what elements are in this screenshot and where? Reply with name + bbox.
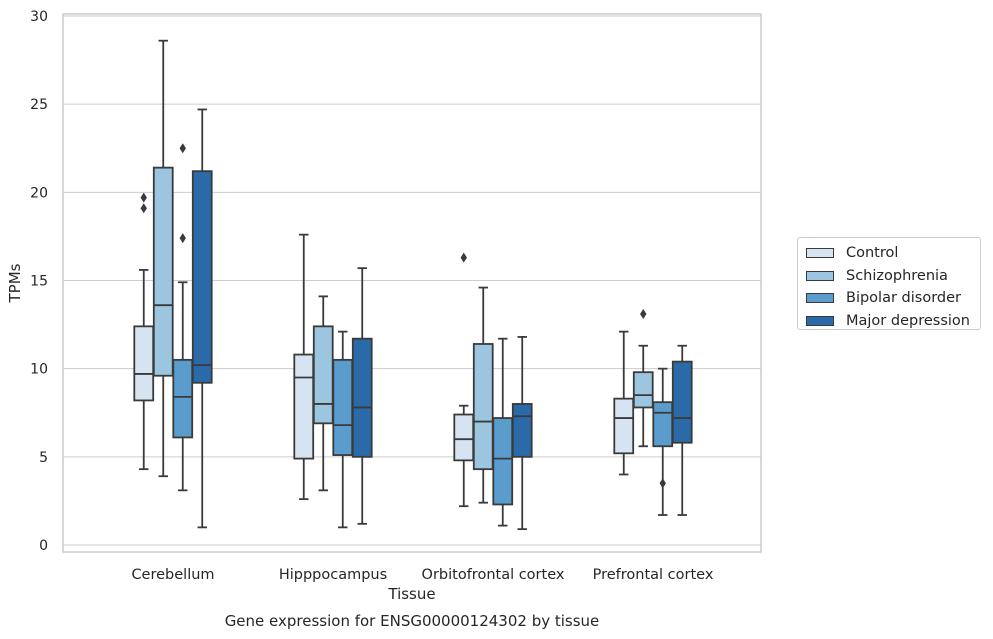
y-tick-label-20: 20 xyxy=(30,185,48,201)
outlier-point xyxy=(140,192,147,203)
outlier-point xyxy=(179,233,186,244)
box-major-depression-cerebellum xyxy=(191,108,213,529)
legend-swatch-control xyxy=(806,248,834,259)
y-tick-label-10: 10 xyxy=(30,362,48,378)
legend-swatch-major-depression xyxy=(806,315,834,326)
iqr-box xyxy=(511,403,533,458)
iqr-box xyxy=(332,358,354,456)
outlier-point xyxy=(659,478,666,489)
legend-label-schizophrenia: Schizophrenia xyxy=(846,267,948,284)
y-axis-label: TPMs xyxy=(6,263,24,303)
box-bipolar-disorder-prefrontal-cortex xyxy=(652,367,674,516)
y-tick-label-0: 0 xyxy=(39,538,48,554)
legend-swatch-schizophrenia xyxy=(806,270,834,281)
legend-item-major-depression: Major depression xyxy=(806,310,980,333)
iqr-box xyxy=(133,325,155,402)
iqr-box xyxy=(671,360,693,444)
x-tick-label-prefrontal-cortex: Prefrontal cortex xyxy=(593,567,714,583)
x-tick-label-cerebellum: Cerebellum xyxy=(131,567,214,583)
y-tick-label-30: 30 xyxy=(30,9,48,25)
box-bipolar-disorder-cerebellum xyxy=(172,143,194,492)
outlier-point xyxy=(640,309,647,320)
box-control-prefrontal-cortex xyxy=(613,330,635,476)
iqr-box xyxy=(293,353,315,460)
series-schizophrenia xyxy=(152,39,654,504)
iqr-box xyxy=(652,401,674,448)
legend-label-control: Control xyxy=(846,245,899,262)
y-tick-label-25: 25 xyxy=(30,97,48,113)
y-tick-label-15: 15 xyxy=(30,274,48,290)
outlier-point xyxy=(460,252,467,263)
iqr-box xyxy=(152,166,174,377)
box-schizophrenia-cerebellum xyxy=(152,39,174,478)
box-major-depression-prefrontal-cortex xyxy=(671,344,693,516)
series-control xyxy=(133,192,635,508)
box-schizophrenia-prefrontal-cortex xyxy=(632,309,654,448)
legend-item-bipolar-disorder: Bipolar disorder xyxy=(806,287,980,310)
series-bipolar-disorder xyxy=(172,143,674,529)
legend-label-major-depression: Major depression xyxy=(846,312,970,329)
legend-swatch-bipolar-disorder xyxy=(806,293,834,304)
x-tick-label-orbitofrontal-cortex: Orbitofrontal cortex xyxy=(422,567,565,583)
box-control-cerebellum xyxy=(133,192,155,471)
box-bipolar-disorder-hipppocampus xyxy=(332,330,354,529)
iqr-box xyxy=(172,358,194,439)
x-axis-label: Tissue xyxy=(387,585,435,603)
iqr-box xyxy=(312,325,334,425)
legend-item-control: Control xyxy=(806,242,980,265)
legend-label-bipolar-disorder: Bipolar disorder xyxy=(846,290,961,307)
chart-title: Gene expression for ENSG00000124302 by t… xyxy=(224,612,600,630)
iqr-box xyxy=(492,417,514,506)
box-bipolar-disorder-orbitofrontal-cortex xyxy=(492,337,514,527)
plot-frame xyxy=(62,13,762,553)
iqr-box xyxy=(632,371,654,409)
x-tick-label-hipppocampus: Hipppocampus xyxy=(279,567,387,583)
iqr-box xyxy=(472,343,494,471)
box-plot-series xyxy=(133,39,693,531)
box-schizophrenia-hipppocampus xyxy=(312,295,334,492)
axes: 0 5 10 15 20 25 30 Cerebellum Hipppocampus Orbito… xyxy=(30,9,762,583)
iqr-box xyxy=(613,397,635,455)
box-major-depression-orbitofrontal-cortex xyxy=(511,336,533,531)
iqr-box xyxy=(351,337,373,458)
legend: Control Schizophrenia Bipolar disorder M… xyxy=(797,237,981,330)
box-schizophrenia-orbitofrontal-cortex xyxy=(472,286,494,504)
box-major-depression-hipppocampus xyxy=(351,267,373,525)
box-control-orbitofrontal-cortex xyxy=(453,252,475,508)
outlier-point xyxy=(179,143,186,154)
box-control-hipppocampus xyxy=(293,233,315,501)
outlier-point xyxy=(140,203,147,214)
iqr-box xyxy=(191,170,213,384)
iqr-box xyxy=(453,413,475,462)
series-major-depression xyxy=(191,108,693,531)
y-tick-label-5: 5 xyxy=(39,450,48,466)
legend-item-schizophrenia: Schizophrenia xyxy=(806,265,980,288)
